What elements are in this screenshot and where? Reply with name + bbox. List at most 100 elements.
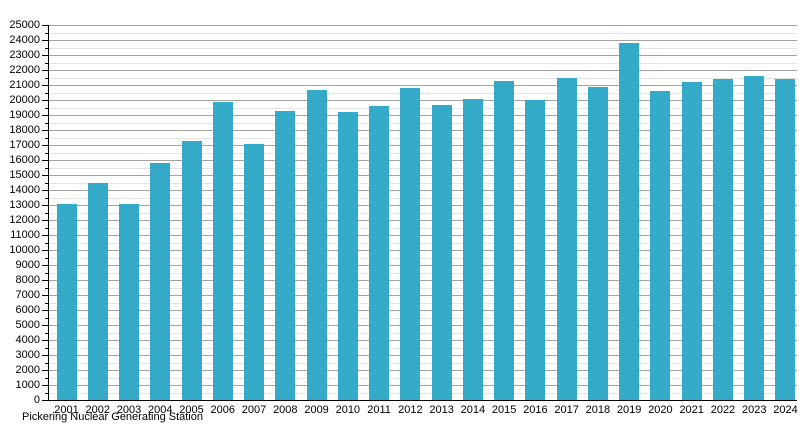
major-gridline — [48, 295, 797, 296]
minor-gridline — [48, 62, 797, 64]
minor-gridline — [48, 392, 797, 394]
x-tick-label: 2016 — [523, 404, 548, 416]
major-gridline — [48, 190, 797, 191]
y-major-tick — [42, 205, 48, 206]
major-gridline — [48, 370, 797, 371]
y-tick-label: 18000 — [9, 124, 40, 136]
x-tick-label: 2011 — [367, 404, 391, 416]
bar-2004 — [150, 163, 171, 400]
y-tick-label: 25000 — [9, 19, 40, 31]
y-major-tick — [42, 175, 48, 176]
y-minor-tick — [45, 332, 48, 334]
x-tick-label: 2002 — [85, 404, 110, 416]
y-minor-tick — [45, 212, 48, 214]
y-tick-label: 8000 — [15, 274, 40, 286]
major-gridline — [48, 55, 797, 56]
bar-2009 — [306, 89, 327, 400]
x-tick-label: 2006 — [210, 404, 236, 416]
y-major-tick — [42, 220, 48, 221]
y-minor-tick — [45, 137, 48, 139]
y-tick-label: 13000 — [9, 199, 40, 211]
minor-gridline — [48, 377, 797, 379]
x-tick-label: 2021 — [679, 404, 704, 416]
x-tick-label: 2001 — [54, 404, 79, 416]
x-tick-label: 2003 — [116, 404, 142, 416]
major-gridline — [48, 115, 797, 116]
minor-gridline — [48, 212, 797, 214]
y-tick-label: 14000 — [9, 184, 40, 196]
y-major-tick — [42, 265, 48, 266]
minor-gridline — [48, 47, 797, 49]
major-gridline — [48, 25, 797, 26]
y-major-tick — [42, 325, 48, 326]
major-gridline — [48, 265, 797, 266]
minor-gridline — [48, 197, 797, 199]
minor-gridline — [48, 167, 797, 169]
bar-2021 — [681, 82, 702, 400]
y-minor-tick — [45, 362, 48, 364]
major-gridline — [48, 385, 797, 386]
y-minor-tick — [45, 167, 48, 169]
y-tick-label: 2000 — [15, 364, 40, 376]
major-gridline — [48, 310, 797, 311]
y-minor-tick — [45, 272, 48, 274]
y-major-tick — [42, 70, 48, 71]
y-major-tick — [42, 235, 48, 236]
minor-gridline — [48, 317, 797, 319]
x-tick-label: 2019 — [616, 404, 642, 416]
y-tick-label: 16000 — [9, 154, 40, 166]
y-minor-tick — [45, 347, 48, 349]
y-minor-tick — [45, 302, 48, 304]
y-minor-tick — [45, 227, 48, 229]
y-minor-tick — [45, 47, 48, 49]
y-tick-label: 5000 — [15, 319, 40, 331]
y-tick-label: 12000 — [9, 214, 40, 226]
bar-2006 — [212, 101, 233, 400]
y-minor-tick — [45, 392, 48, 394]
x-tick-label: 2020 — [648, 404, 673, 416]
bar-2017 — [556, 77, 577, 400]
x-tick-label: 2024 — [773, 404, 798, 416]
bar-2002 — [87, 182, 108, 400]
y-major-tick — [42, 160, 48, 161]
x-tick-label: 2018 — [585, 404, 611, 416]
major-gridline — [48, 250, 797, 251]
major-gridline — [48, 40, 797, 41]
y-major-tick — [42, 85, 48, 86]
x-tick-label: 2008 — [273, 404, 298, 416]
bar-2015 — [494, 80, 515, 400]
minor-gridline — [48, 287, 797, 289]
y-major-tick — [42, 310, 48, 311]
bar-2003 — [119, 203, 140, 400]
bar-2018 — [587, 86, 608, 400]
x-tick-label: 2009 — [304, 404, 329, 416]
bar-2005 — [181, 140, 202, 400]
y-minor-tick — [45, 182, 48, 184]
bar-2012 — [400, 88, 421, 400]
bar-2013 — [431, 104, 452, 400]
major-gridline — [48, 280, 797, 281]
y-major-tick — [42, 295, 48, 296]
y-major-tick — [42, 40, 48, 41]
major-gridline — [48, 175, 797, 176]
x-tick-label: 2004 — [148, 404, 173, 416]
major-gridline — [48, 70, 797, 71]
y-tick-label: 3000 — [15, 349, 40, 361]
y-tick-label: 21000 — [9, 79, 40, 91]
minor-gridline — [48, 257, 797, 259]
y-major-tick — [42, 370, 48, 371]
y-major-tick — [42, 190, 48, 191]
major-gridline — [48, 205, 797, 206]
y-minor-tick — [45, 242, 48, 244]
y-tick-label: 22000 — [9, 64, 40, 76]
y-minor-tick — [45, 317, 48, 319]
y-minor-tick — [45, 257, 48, 259]
y-minor-tick — [45, 152, 48, 154]
y-minor-tick — [45, 122, 48, 124]
y-tick-label: 7000 — [15, 289, 40, 301]
bar-2008 — [275, 110, 296, 400]
y-tick-label: 20000 — [9, 94, 40, 106]
y-tick-label: 24000 — [9, 34, 40, 46]
y-major-tick — [42, 385, 48, 386]
